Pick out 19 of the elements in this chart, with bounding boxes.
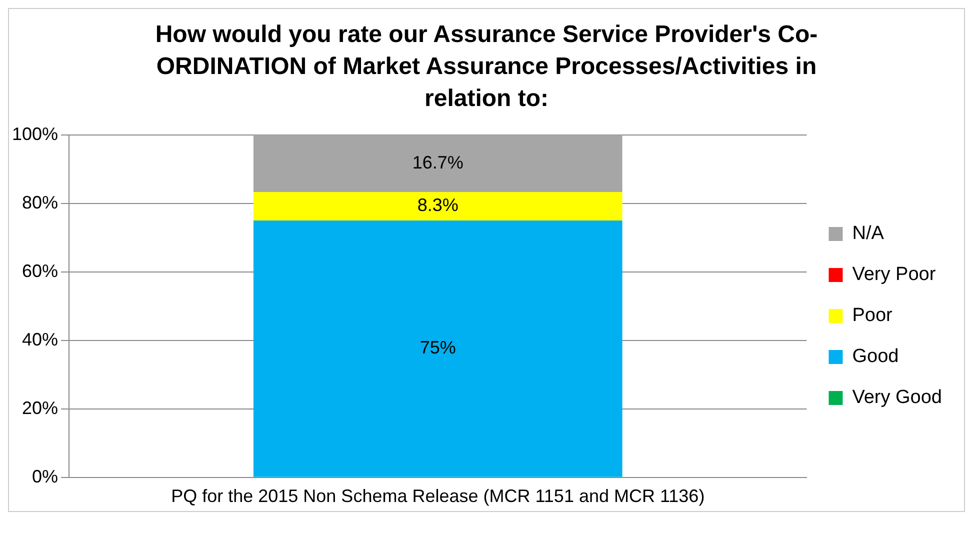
legend-label: Poor <box>852 305 894 326</box>
y-tick-label: 40% <box>22 329 58 350</box>
x-tick-label: PQ for the 2015 Non Schema Release (MCR 1151 and MCR 1136) <box>171 486 705 506</box>
y-tick-label: 100% <box>12 124 58 144</box>
chart-title: How would you rate our Assurance Service Provider's Co-ORDINATION of Market Assurance Processes/Activities in relation to: <box>154 20 819 114</box>
data-label: 16.7% <box>412 152 464 172</box>
legend-label: N/A <box>852 223 884 244</box>
legend-label: Very Good <box>852 387 942 408</box>
y-tick-label: 0% <box>32 466 58 486</box>
legend-label: Very Poor <box>852 264 936 286</box>
bar <box>253 220 622 477</box>
y-tick-label: 80% <box>22 192 58 212</box>
legend-label: Good <box>852 346 899 368</box>
data-label: 8.3% <box>417 195 458 216</box>
y-tick-label: 60% <box>22 260 58 281</box>
data-label: 75% <box>420 338 456 358</box>
bar <box>253 192 622 220</box>
y-tick-label: 20% <box>22 398 58 418</box>
bar <box>253 134 622 192</box>
